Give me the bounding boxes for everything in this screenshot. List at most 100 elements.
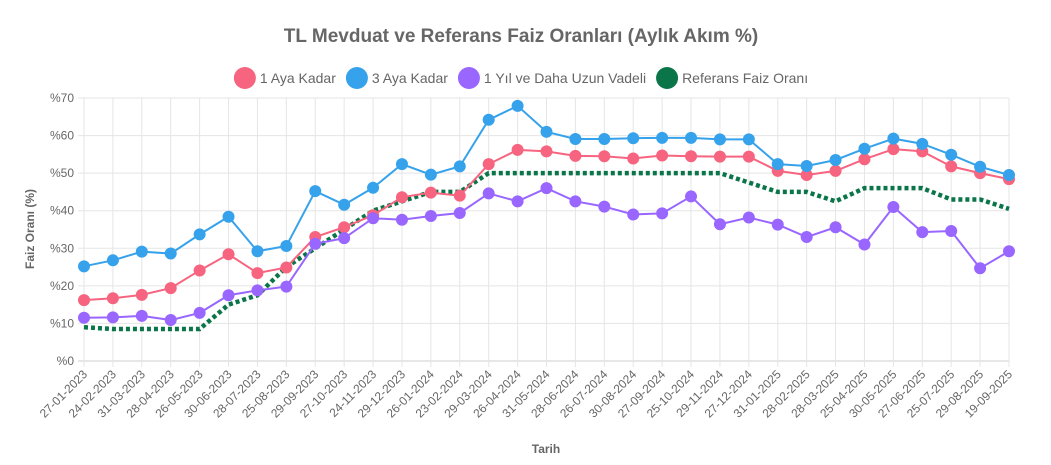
data-point[interactable] — [974, 160, 987, 173]
data-point[interactable] — [974, 262, 987, 275]
data-point[interactable] — [106, 311, 119, 324]
data-point[interactable] — [656, 131, 669, 144]
data-point[interactable] — [106, 254, 119, 267]
data-point[interactable] — [106, 292, 119, 305]
data-point[interactable] — [627, 152, 640, 165]
data-point[interactable] — [78, 294, 90, 307]
data-point[interactable] — [945, 148, 958, 161]
data-point[interactable] — [280, 280, 293, 293]
data-point[interactable] — [858, 142, 871, 155]
data-point[interactable] — [511, 195, 524, 208]
y-axis-ticks: %0 %10 %20 %30 %40 %50 %60 %70 — [50, 91, 74, 368]
data-point[interactable] — [945, 225, 958, 238]
data-point[interactable] — [742, 133, 755, 146]
data-point[interactable] — [135, 288, 148, 301]
data-point[interactable] — [193, 306, 206, 319]
data-point[interactable] — [656, 207, 669, 220]
data-point[interactable] — [309, 185, 322, 198]
data-point[interactable] — [280, 240, 293, 253]
data-point[interactable] — [453, 189, 466, 202]
data-point[interactable] — [887, 132, 900, 145]
data-point[interactable] — [569, 149, 582, 162]
data-point[interactable] — [771, 158, 784, 171]
data-point[interactable] — [164, 314, 177, 327]
data-point[interactable] — [251, 267, 264, 280]
data-point[interactable] — [193, 228, 206, 241]
data-point[interactable] — [916, 226, 929, 239]
data-point[interactable] — [627, 208, 640, 221]
data-point[interactable] — [395, 158, 408, 171]
data-point[interactable] — [309, 237, 322, 250]
data-point[interactable] — [511, 143, 524, 156]
data-point[interactable] — [627, 132, 640, 145]
data-point[interactable] — [424, 168, 437, 181]
data-point[interactable] — [598, 132, 611, 145]
data-point[interactable] — [511, 99, 524, 112]
legend-marker — [345, 67, 368, 89]
legend-item[interactable]: Referans Faiz Oranı — [656, 67, 808, 89]
data-point[interactable] — [540, 182, 553, 195]
data-point[interactable] — [800, 231, 813, 244]
data-point[interactable] — [685, 131, 698, 144]
data-point[interactable] — [685, 150, 698, 163]
data-point[interactable] — [1003, 245, 1015, 258]
data-point[interactable] — [251, 245, 264, 258]
data-point[interactable] — [338, 221, 351, 234]
data-point[interactable] — [800, 160, 813, 173]
legend-item[interactable]: 3 Aya Kadar — [345, 67, 448, 89]
data-point[interactable] — [222, 210, 235, 223]
data-point[interactable] — [713, 150, 726, 163]
data-point[interactable] — [569, 132, 582, 145]
series-line — [83, 170, 1010, 332]
data-point[interactable] — [829, 221, 842, 234]
data-point[interactable] — [598, 200, 611, 213]
data-point[interactable] — [164, 247, 177, 260]
legend-item[interactable]: 1 Yıl ve Daha Uzun Vadeli — [457, 67, 646, 89]
data-point[interactable] — [135, 309, 148, 322]
data-point[interactable] — [338, 232, 351, 245]
data-point[interactable] — [367, 181, 380, 194]
data-point[interactable] — [1003, 169, 1015, 182]
data-point[interactable] — [367, 212, 380, 225]
data-point[interactable] — [280, 261, 293, 274]
data-point[interactable] — [916, 137, 929, 150]
data-point[interactable] — [222, 248, 235, 261]
data-point[interactable] — [482, 158, 495, 171]
data-point[interactable] — [742, 150, 755, 163]
data-point[interactable] — [78, 260, 90, 273]
data-point[interactable] — [482, 113, 495, 126]
data-point[interactable] — [395, 191, 408, 204]
data-point[interactable] — [482, 187, 495, 200]
data-point[interactable] — [251, 284, 264, 297]
data-point[interactable] — [540, 125, 553, 138]
data-point[interactable] — [713, 133, 726, 146]
data-point[interactable] — [453, 160, 466, 173]
data-point[interactable] — [685, 190, 698, 203]
data-point[interactable] — [338, 198, 351, 211]
data-point[interactable] — [713, 218, 726, 231]
data-point[interactable] — [424, 186, 437, 199]
data-point[interactable] — [887, 143, 900, 156]
data-point[interactable] — [829, 164, 842, 177]
data-point[interactable] — [540, 145, 553, 158]
legend-label: Referans Faiz Oranı — [682, 70, 808, 86]
data-point[interactable] — [78, 311, 90, 324]
data-point[interactable] — [135, 245, 148, 258]
data-point[interactable] — [771, 218, 784, 231]
data-point[interactable] — [887, 200, 900, 213]
data-point[interactable] — [395, 213, 408, 226]
data-point[interactable] — [424, 209, 437, 222]
data-point[interactable] — [598, 150, 611, 163]
data-point[interactable] — [858, 153, 871, 166]
data-point[interactable] — [829, 153, 842, 166]
data-point[interactable] — [453, 206, 466, 219]
data-point[interactable] — [858, 238, 871, 251]
legend-item[interactable]: 1 Aya Kadar — [233, 67, 336, 89]
data-point[interactable] — [742, 211, 755, 224]
data-point[interactable] — [945, 160, 958, 173]
data-point[interactable] — [164, 282, 177, 295]
data-point[interactable] — [569, 195, 582, 208]
data-point[interactable] — [222, 289, 235, 302]
data-point[interactable] — [193, 264, 206, 277]
data-point[interactable] — [656, 149, 669, 162]
